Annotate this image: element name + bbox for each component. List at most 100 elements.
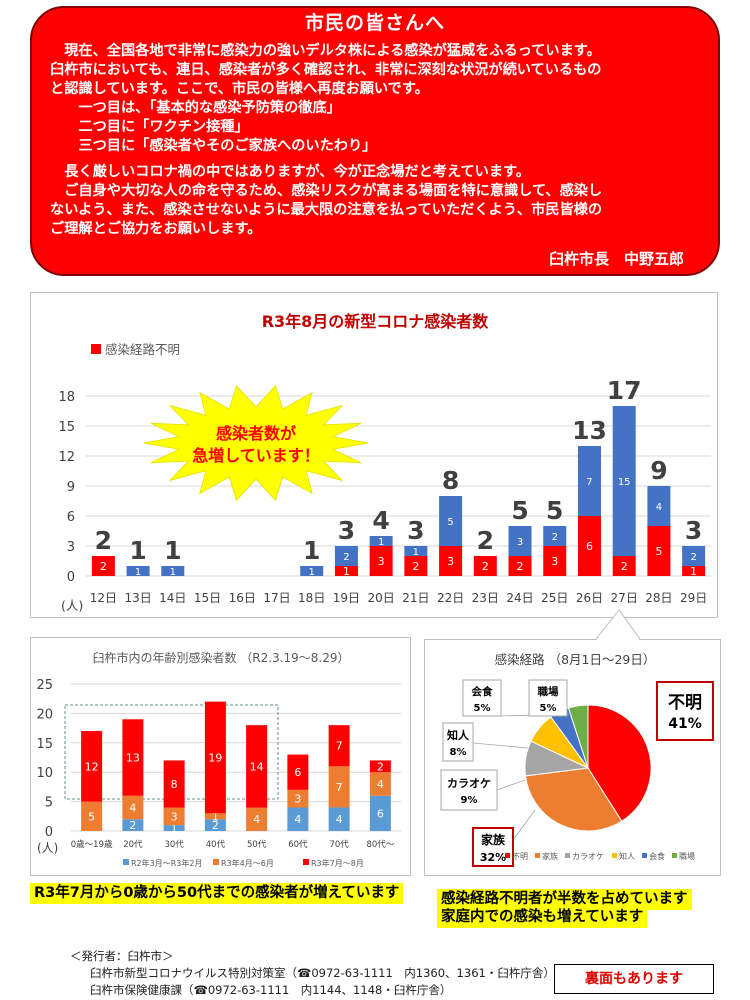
route-pie-chart: 感染経路 （8月1日～29日） 不明 41% 家族 32% カラオケ 9% 知人 8% 会食 5% 職…	[424, 639, 721, 876]
pie-label-pct: 8%	[450, 747, 467, 758]
bar-value-label: 2	[482, 560, 489, 573]
chart-title: 感染経路 （8月1日～29日）	[495, 652, 656, 667]
total-label: 1	[303, 536, 320, 565]
pie-label-box	[442, 722, 474, 762]
legend-label: R3年7月～8月	[311, 858, 364, 868]
message-line: ないよう、また、感染させないように最大限の注意を払っていただくよう、市民皆様の	[50, 202, 603, 218]
x-tick-label: 23日	[472, 591, 499, 605]
total-label: 13	[572, 416, 607, 445]
bar-value-label: 1	[343, 565, 350, 578]
y-tick-label: 9	[67, 480, 75, 495]
bar-value-label: 15	[618, 477, 631, 488]
total-label: 1	[164, 536, 181, 565]
bar-segment	[287, 754, 309, 790]
bar-value-label: 2	[690, 552, 696, 563]
footer: ＜発行者：臼杵市＞ 臼杵市新型コロナウイルス特別対策室（☎0972-63-111…	[62, 948, 555, 999]
bar-known	[439, 496, 463, 546]
x-tick-label: 40代	[206, 839, 226, 850]
total-label: 9	[650, 456, 667, 485]
bar-unknown	[473, 556, 497, 576]
x-tick-label: 16日	[229, 591, 256, 605]
bar-value-label: 4	[294, 813, 301, 826]
back-side-notice: 裏面もあります	[554, 964, 714, 994]
signature: 臼杵市長 中野五郎	[548, 250, 684, 268]
bar-value-label: 2	[212, 819, 219, 832]
legend-label: R2年3月～R3年2月	[131, 858, 202, 868]
y-tick-label: 10	[36, 766, 53, 781]
bar-segment	[122, 795, 144, 820]
bar-segment	[122, 719, 144, 796]
bar-value-label: 2	[517, 560, 524, 573]
bar-value-label: 13	[126, 752, 140, 765]
x-tick-label: 12日	[90, 591, 117, 605]
x-tick-label: 0歳～19歳	[71, 839, 113, 850]
total-label: 5	[511, 496, 528, 525]
x-tick-label: 15日	[194, 591, 221, 605]
bar-value-label: 6	[586, 540, 593, 553]
x-tick-label: 20代	[123, 839, 143, 850]
message-line: 二つ目に「ワクチン接種」	[78, 119, 249, 135]
contact-line: 臼杵市新型コロナウイルス特別対策室（☎0972-63-1111 内1360、13…	[90, 966, 555, 980]
burst-text: 感染者数が	[216, 424, 296, 443]
bar-value-label: 3	[378, 555, 385, 568]
bar-segment	[81, 801, 103, 831]
route-callout-2: 家庭内での感染も増えています	[437, 907, 648, 928]
legend-label: カラオケ	[572, 852, 604, 861]
bar-unknown	[404, 556, 428, 576]
bar-segment	[204, 813, 226, 820]
bar-value-label: 3	[447, 555, 454, 568]
x-tick-label: 20日	[367, 591, 394, 605]
bar-unknown	[647, 526, 671, 576]
bar-known	[334, 546, 358, 566]
bar-segment	[328, 725, 350, 767]
leader-line	[512, 809, 536, 841]
contact-line: 臼杵市保険健康課（☎0972-63-1111 内1144、1148・臼杵庁舎）	[90, 983, 452, 997]
bar-known	[161, 566, 185, 576]
bar-value-label: 3	[551, 555, 558, 568]
bar-known	[682, 546, 706, 566]
bar-value-label: 2	[343, 552, 349, 563]
age-cases-svg: 臼杵市内の年齢別感染者数 （R2.3.19～8.29）0510152025(人)…	[36, 650, 401, 868]
bar-value-label: 7	[586, 477, 592, 488]
pie-label-name: カラオケ	[447, 777, 491, 790]
bar-value-label: 6	[377, 807, 384, 820]
publisher: ＜発行者：臼杵市＞	[70, 949, 174, 963]
bar-unknown	[508, 556, 532, 576]
bar-known	[577, 446, 601, 516]
bar-value-label: 7	[336, 781, 343, 794]
bar-segment	[246, 725, 268, 808]
bar-value-label: 4	[253, 813, 260, 826]
total-label: 4	[372, 506, 389, 535]
x-tick-label: 60代	[288, 839, 308, 850]
bar-unknown	[369, 546, 393, 576]
x-tick-label: 30代	[164, 839, 184, 850]
bar-segment	[328, 766, 350, 808]
mayor-message-box: 市民の皆さんへ 現在、全国各地で非常に感染力の強いデルタ株による感染が猛威をふる…	[30, 6, 720, 276]
y-tick-label: 5	[45, 796, 53, 811]
route-pie-svg: 感染経路 （8月1日～29日） 不明 41% 家族 32% カラオケ 9% 知人 8% 会食 5% 職…	[440, 652, 714, 867]
x-tick-label: 19日	[333, 591, 360, 605]
bar-value-label: 4	[377, 778, 384, 791]
pie-slice	[524, 767, 623, 832]
total-label: 2	[477, 526, 494, 555]
y-tick-label: 6	[67, 510, 75, 525]
x-tick-label: 14日	[159, 591, 186, 605]
bar-known	[612, 406, 636, 556]
age-callout: R3年7月から0歳から50代までの感染者が増えています	[30, 883, 404, 904]
total-label: 3	[338, 516, 355, 545]
legend-swatch	[535, 853, 540, 858]
pie-label-pct: 5%	[540, 703, 557, 714]
total-label: 5	[546, 496, 563, 525]
legend-label: 不明	[512, 852, 528, 861]
bar-segment	[204, 819, 226, 831]
bar-value-label: 2	[412, 560, 419, 573]
pie-label-box	[528, 679, 568, 717]
bar-segment	[163, 807, 185, 826]
bar-value-label: 1	[378, 537, 384, 548]
y-tick-label: 0	[67, 570, 75, 585]
pie-label-pct: 9%	[461, 795, 478, 806]
pie-label-box	[440, 769, 498, 811]
bar-segment	[204, 701, 226, 814]
message-line: 現在、全国各地で非常に感染力の強いデルタ株による感染が猛威をふるっています。	[64, 43, 601, 59]
x-tick-label: 17日	[263, 591, 290, 605]
